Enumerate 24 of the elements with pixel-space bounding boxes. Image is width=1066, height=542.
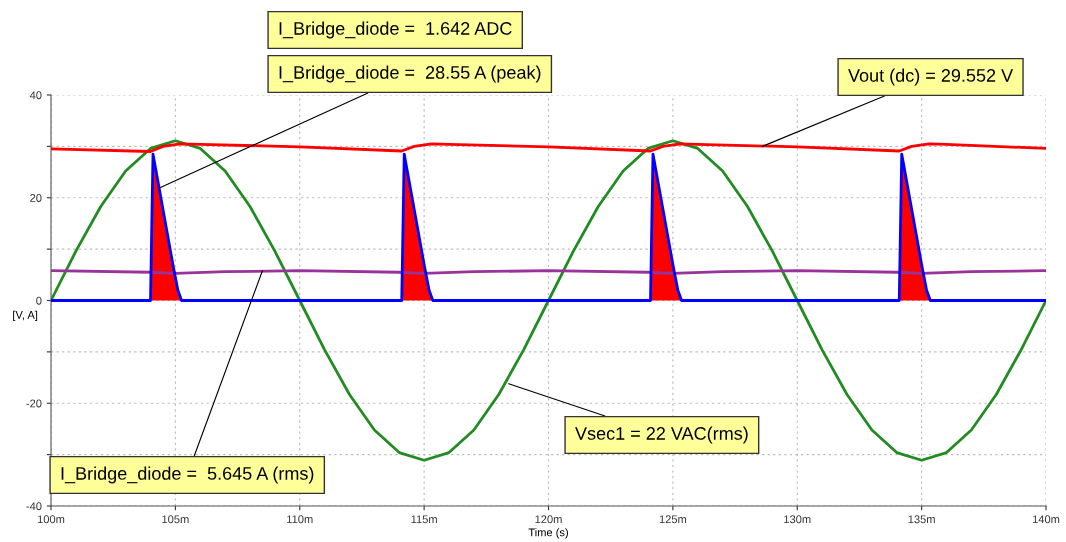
line-series — [51, 152, 1046, 302]
line-series — [51, 139, 1046, 462]
text: I_Bridge_diode = 1.642 ADC — [279, 21, 512, 39]
annotation: I_Bridge_diode = 5.645 A (rms) — [61, 466, 314, 484]
x-axis-title: Time (s) — [528, 528, 568, 539]
x-tick-label: 140m — [1032, 515, 1060, 524]
x-tick-label: 115m — [411, 515, 437, 524]
x-tick-label: 125m — [659, 515, 687, 524]
y-tick-label: 0 — [36, 296, 42, 305]
x-tick-label: 100m — [37, 515, 65, 524]
annotation: Vsec1 = 22 VAC(rms) — [575, 426, 748, 444]
x-tick-label: 130m — [784, 515, 811, 524]
y-tick-label: -20 — [26, 399, 42, 408]
y-axis-title: [V, A] — [13, 310, 38, 322]
x-tick-label: 110m — [287, 515, 313, 524]
y-tick-label: 40 — [29, 91, 42, 100]
annotation: I_Bridge_diode = 28.55 A (peak) — [279, 65, 541, 83]
x-tick-label: 105m — [162, 515, 189, 524]
y-tick-label: 20 — [30, 194, 42, 202]
annotation: Vout (dc) = 29.552 V — [848, 68, 1014, 86]
line-series — [51, 142, 1046, 153]
x-tick-label: 135m — [908, 515, 935, 524]
y-tick-label: -40 — [26, 502, 42, 511]
x-tick-label: 120m — [535, 515, 562, 524]
